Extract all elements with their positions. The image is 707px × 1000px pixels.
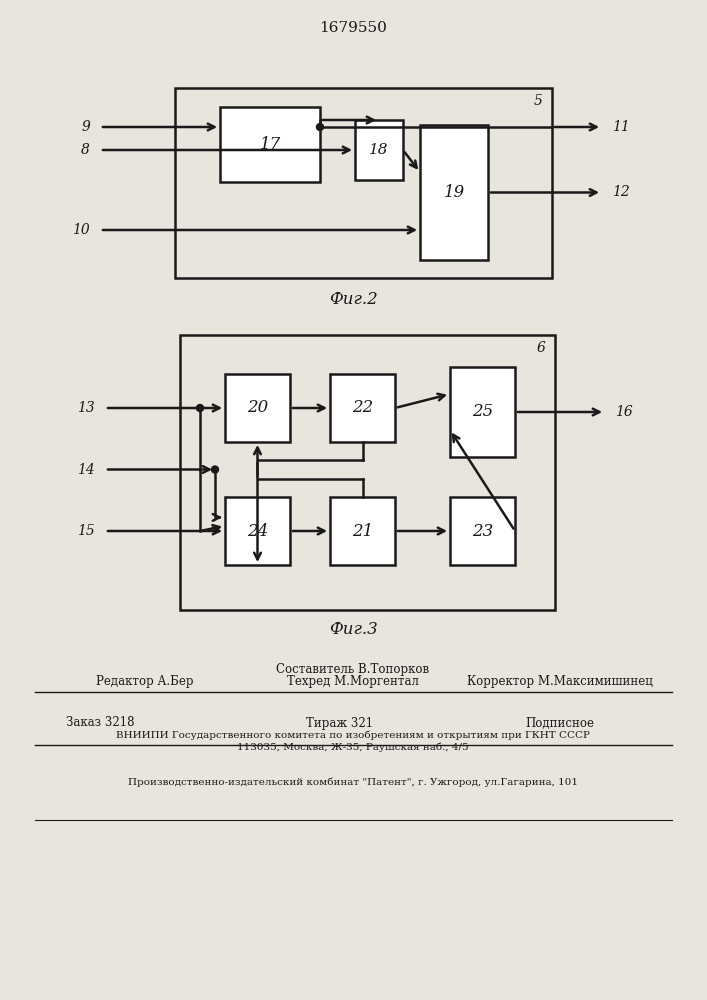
Circle shape [211, 466, 218, 473]
Text: 10: 10 [72, 223, 90, 237]
Text: 11: 11 [612, 120, 630, 134]
Circle shape [317, 123, 324, 130]
Text: 6: 6 [537, 341, 545, 355]
Text: 8: 8 [81, 143, 90, 157]
Text: 12: 12 [612, 186, 630, 200]
Bar [225, 374, 290, 442]
Text: 9: 9 [81, 120, 90, 134]
Circle shape [197, 404, 204, 412]
Text: 15: 15 [77, 524, 95, 538]
Text: Подписное: Подписное [525, 716, 595, 730]
Bar [225, 497, 290, 565]
Text: 16: 16 [615, 405, 633, 419]
Text: 19: 19 [443, 184, 464, 201]
Text: ВНИИПИ Государственного комитета по изобретениям и открытиям при ГКНТ СССР: ВНИИПИ Государственного комитета по изоб… [116, 730, 590, 740]
Text: 1679550: 1679550 [319, 21, 387, 35]
Text: 24: 24 [247, 522, 268, 540]
Text: 20: 20 [247, 399, 268, 416]
Text: Фиг.3: Фиг.3 [329, 621, 378, 639]
Text: Заказ 3218: Заказ 3218 [66, 716, 134, 730]
Text: Тираж 321: Тираж 321 [306, 716, 373, 730]
Bar [450, 497, 515, 565]
Text: Производственно-издательский комбинат "Патент", г. Ужгород, ул.Гагарина, 101: Производственно-издательский комбинат "П… [128, 778, 578, 787]
Text: Техред М.Моргентал: Техред М.Моргентал [287, 676, 419, 688]
Text: Корректор М.Максимишинец: Корректор М.Максимишинец [467, 676, 653, 688]
Text: 113035, Москва, Ж-35, Раушская наб., 4/5: 113035, Москва, Ж-35, Раушская наб., 4/5 [237, 742, 469, 752]
Text: Фиг.2: Фиг.2 [329, 292, 378, 308]
Text: Редактор А.Бер: Редактор А.Бер [96, 676, 194, 688]
Text: 17: 17 [259, 136, 281, 153]
Text: Составитель В.Топорков: Составитель В.Топорков [276, 664, 430, 676]
Text: 22: 22 [352, 399, 373, 416]
Text: 14: 14 [77, 462, 95, 477]
Bar [175, 88, 552, 278]
Text: 5: 5 [534, 94, 542, 108]
Bar [450, 367, 515, 457]
Text: 25: 25 [472, 403, 493, 420]
Text: 23: 23 [472, 522, 493, 540]
Text: 18: 18 [369, 143, 389, 157]
Text: 13: 13 [77, 401, 95, 415]
Bar [330, 374, 395, 442]
Bar [355, 120, 403, 180]
Bar [220, 107, 320, 182]
Bar [180, 335, 555, 610]
Bar [330, 497, 395, 565]
Text: 21: 21 [352, 522, 373, 540]
Bar [420, 125, 488, 260]
